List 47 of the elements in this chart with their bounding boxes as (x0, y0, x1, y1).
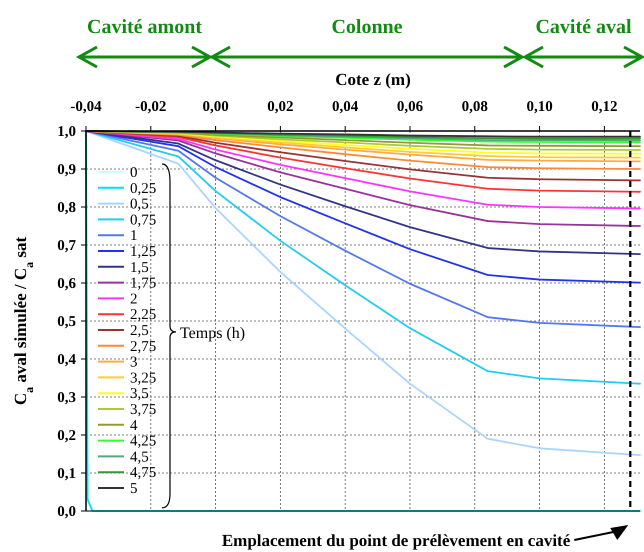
y-tick-label: 0,9 (57, 162, 76, 178)
legend-label: 0,5 (130, 196, 149, 213)
x-tick-label: 0,08 (462, 99, 488, 115)
legend-label: 3,5 (130, 386, 149, 402)
legend-label: 3,75 (130, 402, 156, 418)
text: Cavité aval (535, 16, 632, 38)
x-tick-label: -0,02 (135, 99, 166, 115)
x-tick-label: 0,02 (267, 99, 294, 115)
y-tick-label: 0,3 (57, 390, 76, 406)
x-tick-label: 0,00 (202, 99, 229, 115)
y-tick-label: 0,0 (57, 504, 76, 520)
legend-label: 4,25 (130, 434, 156, 450)
legend-label: 1 (130, 228, 138, 244)
text: Emplacement du point de prélèvement en cavité (222, 531, 571, 550)
y-tick-label: 0,6 (57, 276, 76, 292)
y-tick-label: 0,2 (57, 428, 76, 444)
legend-label: 4 (130, 418, 138, 434)
legend-label: 0,25 (130, 180, 156, 197)
text: Colonne (331, 16, 403, 38)
legend-label: 2,75 (130, 338, 156, 355)
legend-label: 2,25 (130, 307, 156, 324)
y-tick-label: 0,4 (57, 352, 76, 368)
legend-label: 1,5 (130, 260, 149, 276)
legend-label: 4,75 (130, 465, 156, 482)
legend-title: Temps (h) (180, 324, 246, 342)
text: Cavité amont (87, 16, 202, 38)
legend-label: 1,75 (130, 276, 156, 292)
legend-label: 2 (130, 291, 138, 308)
legend-label: 4,5 (130, 449, 149, 466)
x-axis-title: Cote z (m) (335, 70, 411, 89)
x-tick-label: 0,06 (396, 99, 424, 115)
x-tick-label: -0,04 (70, 99, 102, 115)
x-tick-label: 0,12 (591, 99, 618, 115)
y-tick-label: 0,8 (57, 200, 76, 216)
legend-label: 0 (130, 165, 138, 181)
y-tick-label: 0,7 (57, 238, 76, 254)
y-tick-label: 0,1 (57, 466, 76, 482)
y-tick-label: 0,5 (57, 314, 76, 330)
legend-label: 5 (130, 481, 138, 497)
x-tick-label: 0,10 (526, 99, 553, 115)
x-tick-label: 0,04 (332, 99, 359, 115)
legend-label: 2,5 (130, 323, 149, 339)
y-tick-label: 1,0 (57, 124, 76, 140)
legend-label: 3,25 (130, 370, 156, 386)
legend-label: 0,75 (130, 212, 156, 228)
legend-label: 1,25 (130, 244, 156, 260)
legend-label: 3 (130, 354, 138, 371)
